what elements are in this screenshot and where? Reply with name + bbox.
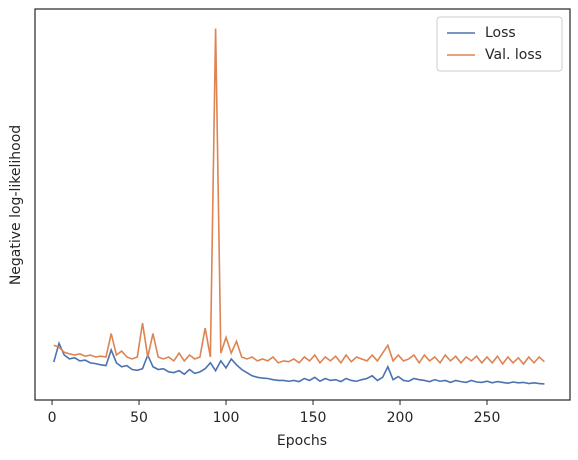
x-axis-label: Epochs [277, 433, 327, 449]
x-tick-label: 250 [474, 410, 501, 426]
x-tick-label: 0 [48, 410, 57, 426]
legend-label: Val. loss [485, 47, 542, 63]
x-tick-label: 200 [387, 410, 414, 426]
line [53, 28, 545, 366]
legend-box [436, 16, 563, 72]
plot-frame [34, 8, 571, 401]
legend-label: Loss [485, 25, 516, 41]
line [53, 340, 545, 385]
x-tick-label: 50 [130, 410, 148, 426]
x-tick-label: 150 [300, 410, 327, 426]
y-axis-label: Negative log-likelihood [8, 125, 24, 285]
x-tick-label: 100 [213, 410, 240, 426]
